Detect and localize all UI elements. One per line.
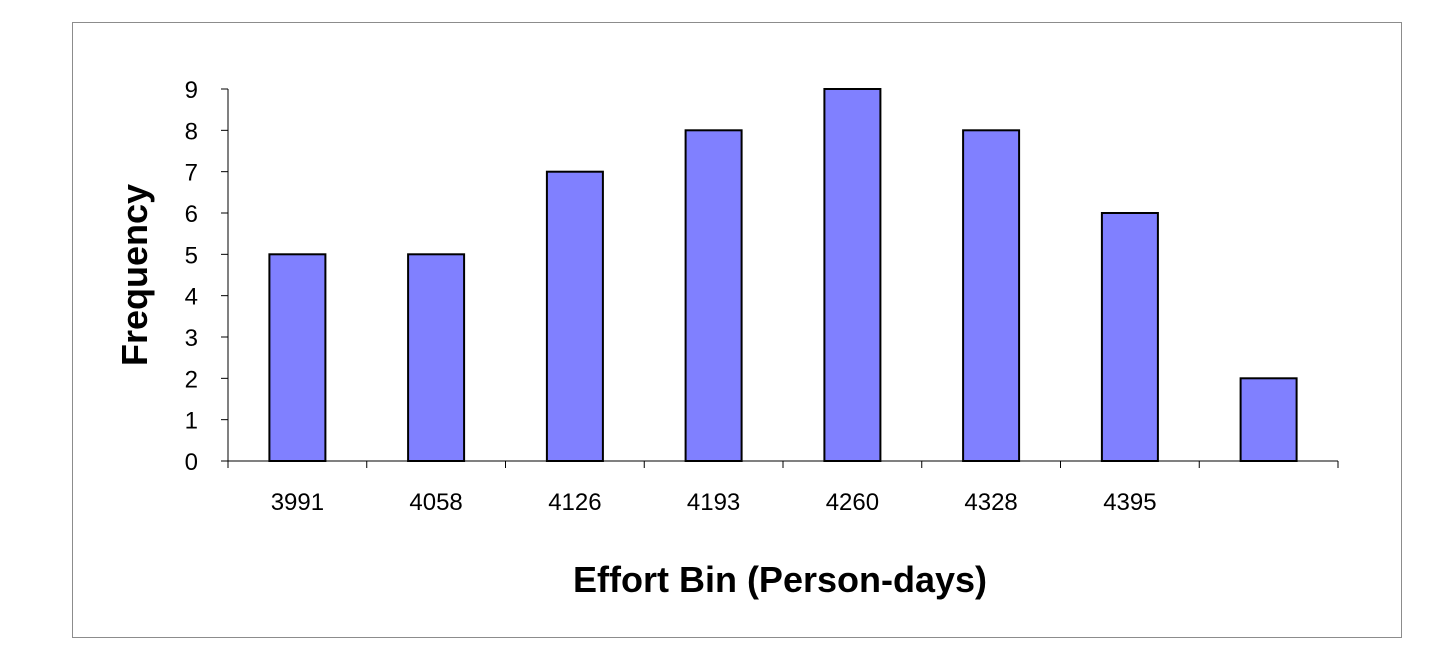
y-tick-label-4: 4 <box>185 284 198 311</box>
x-tick-label-6: 4395 <box>1103 489 1156 516</box>
axes-layer <box>227 89 1338 462</box>
bar-3 <box>684 129 743 463</box>
x-tick-label-4: 4260 <box>826 489 879 516</box>
bar-0 <box>268 253 327 462</box>
y-tick-label-9: 9 <box>185 77 198 104</box>
y-tick-label-3: 3 <box>185 325 198 352</box>
bar-5 <box>962 129 1021 463</box>
bar-2 <box>545 170 604 462</box>
x-tick-label-0: 3991 <box>271 489 324 516</box>
y-tick-label-2: 2 <box>185 366 198 393</box>
y-ticks-layer: 0 1 2 3 4 5 6 7 8 9 <box>185 77 228 476</box>
bars-layer <box>268 88 1298 463</box>
x-axis-title: Effort Bin (Person-days) <box>573 559 987 600</box>
y-tick-label-0: 0 <box>185 449 198 476</box>
x-tick-label-1: 4058 <box>409 489 462 516</box>
y-tick-label-6: 6 <box>185 201 198 228</box>
bar-4 <box>823 88 882 462</box>
y-tick-label-8: 8 <box>185 118 198 145</box>
x-tick-label-5: 4328 <box>964 489 1017 516</box>
bar-6 <box>1100 212 1159 462</box>
y-tick-label-5: 5 <box>185 242 198 269</box>
y-axis-title: Frequency <box>114 184 155 366</box>
x-tick-label-3: 4193 <box>687 489 740 516</box>
bar-1 <box>407 253 466 462</box>
bar-7 <box>1239 377 1298 462</box>
x-tick-label-2: 4126 <box>548 489 601 516</box>
y-tick-label-1: 1 <box>185 408 198 435</box>
y-tick-label-7: 7 <box>185 160 198 187</box>
x-ticks-layer: 3991 4058 4126 4193 4260 4328 4395 <box>227 461 1339 516</box>
